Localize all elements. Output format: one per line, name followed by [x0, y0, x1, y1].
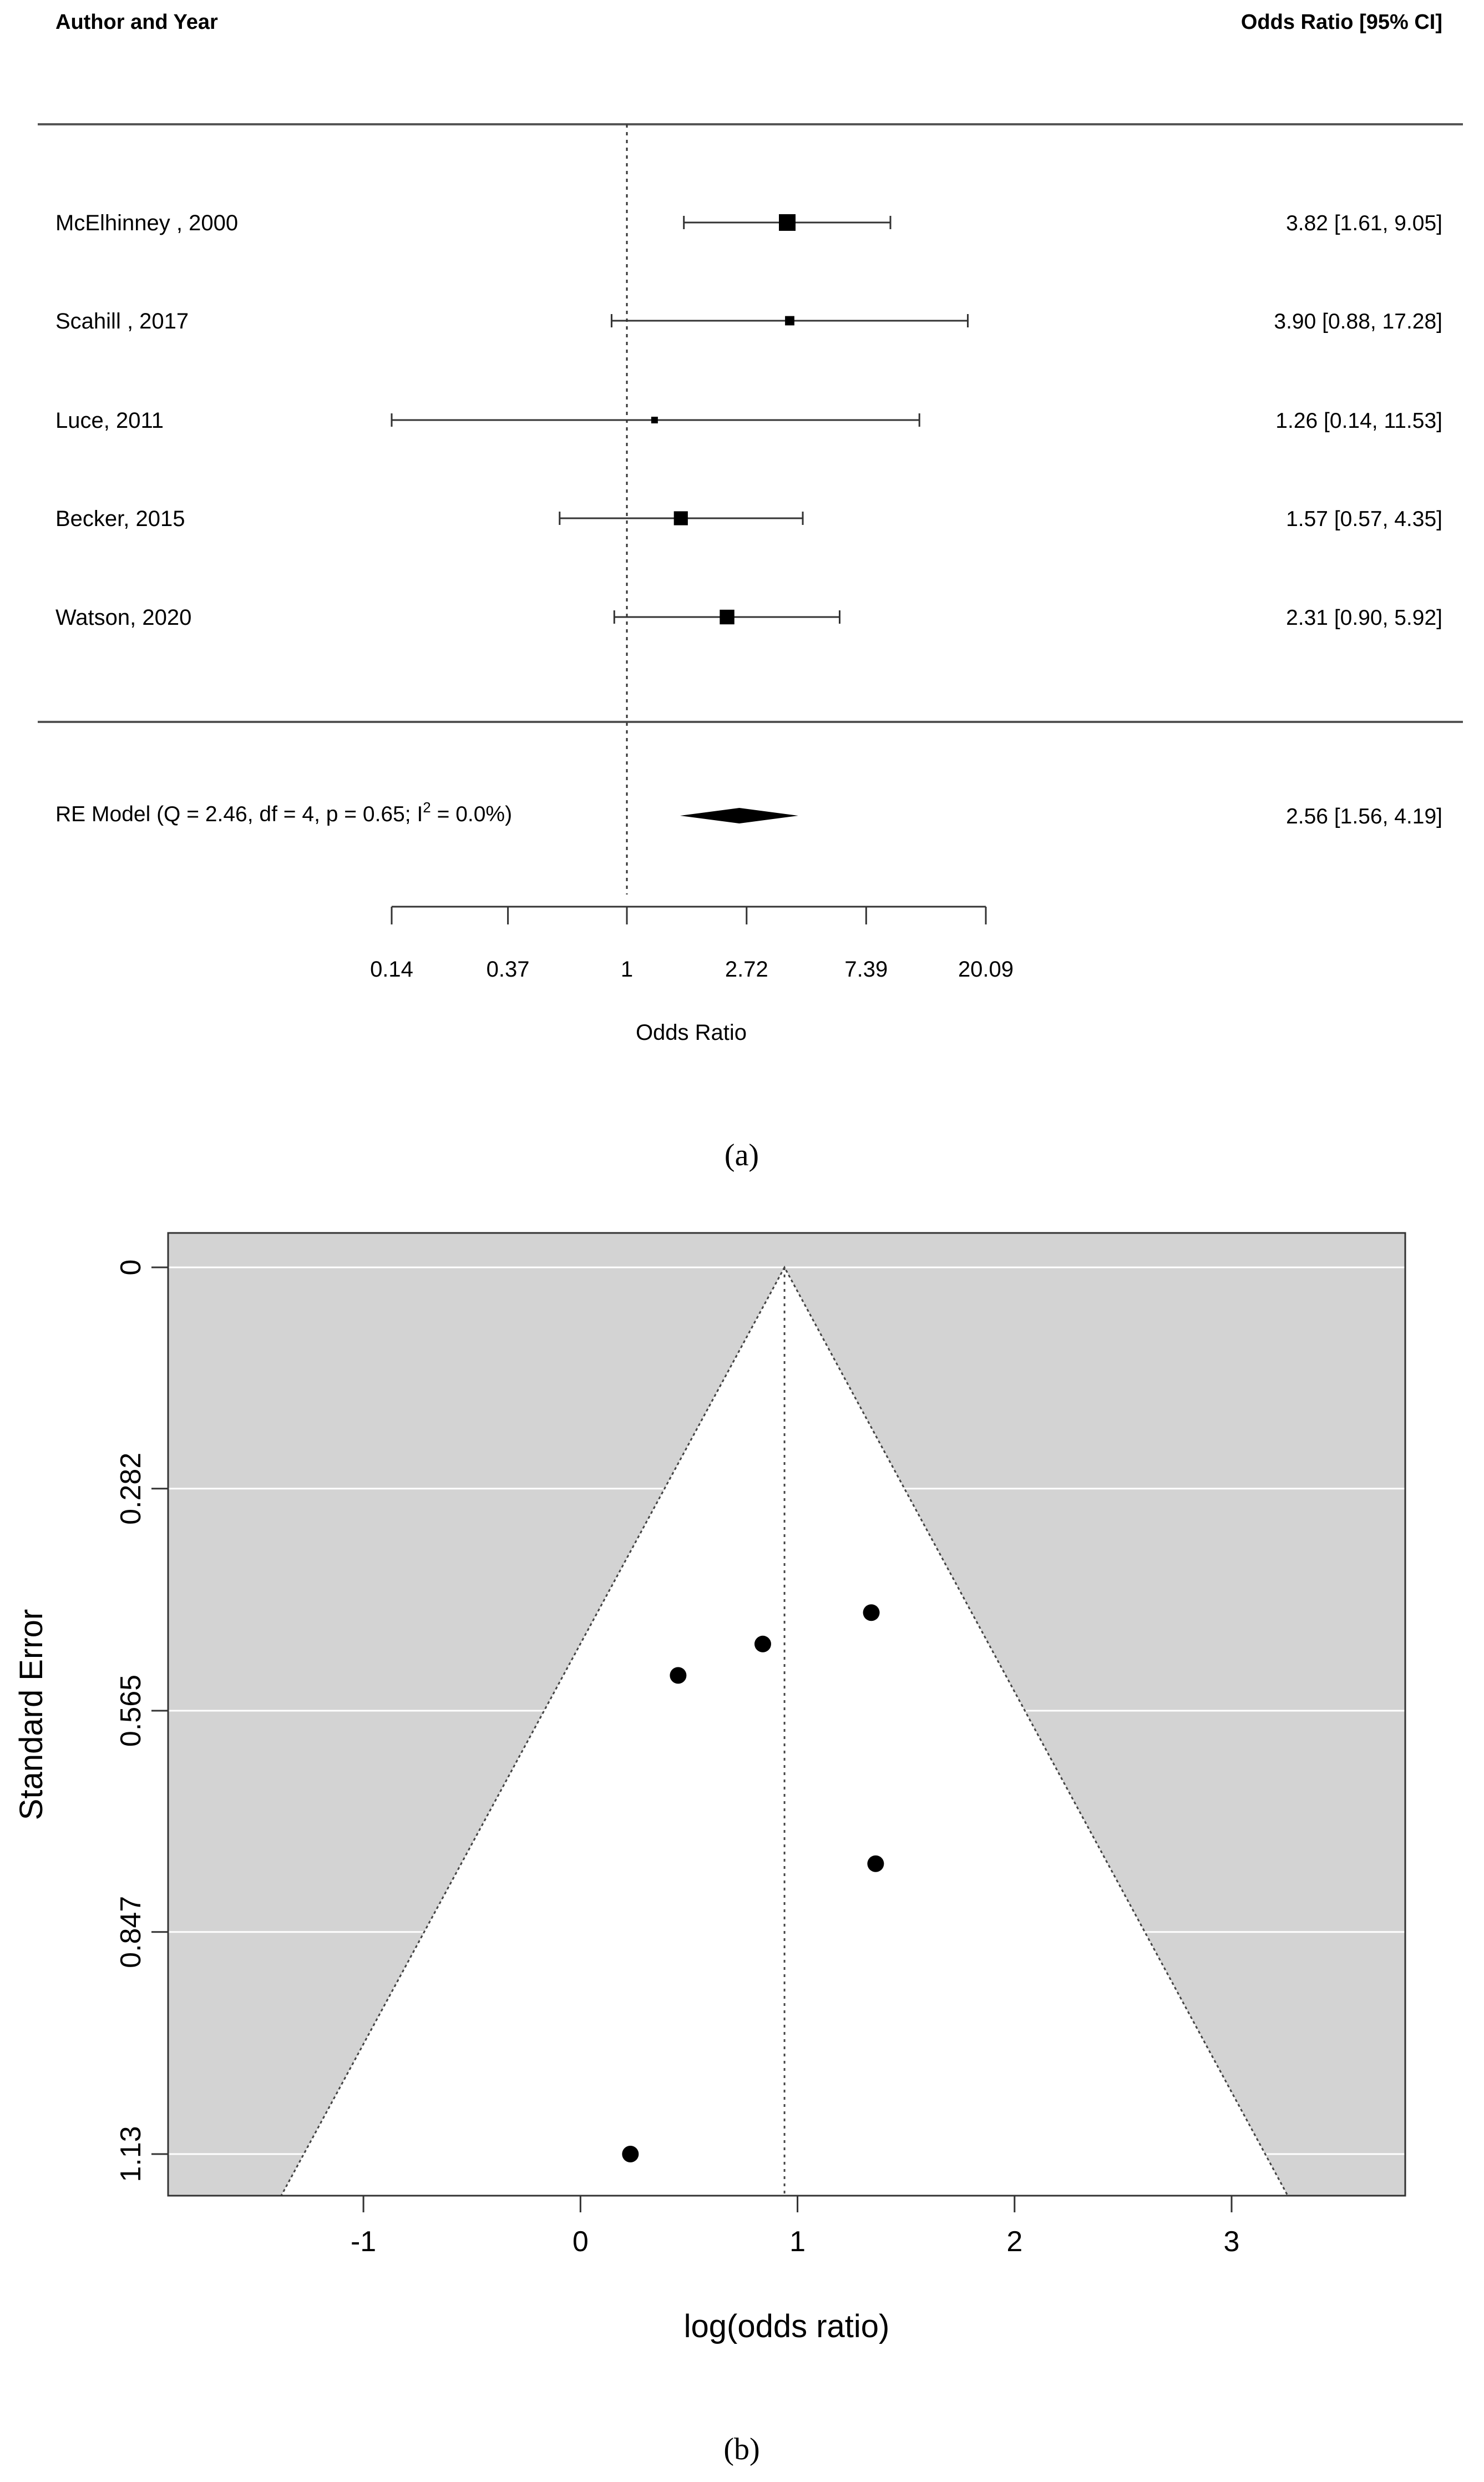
panel-b-label: (b): [723, 2432, 759, 2466]
axis-tick-label: 1.13: [115, 2126, 147, 2182]
study-row: Luce, 2011 1.26 [0.14, 11.53]: [55, 408, 1442, 433]
study-row: Watson, 2020 2.31 [0.90, 5.92]: [55, 605, 1442, 630]
forest-x-axis: 0.14 0.37 1 2.72 7.39 20.09: [370, 906, 1014, 982]
axis-tick-label: 7.39: [844, 957, 888, 982]
forest-plot: Author and Year Odds Ratio [95% CI] McEl…: [38, 11, 1463, 1045]
funnel-x-axis-label: log(odds ratio): [684, 2308, 890, 2344]
axis-tick-label: 0.282: [115, 1453, 147, 1525]
summary-row: RE Model (Q = 2.46, df = 4, p = 0.65; I2…: [55, 799, 1442, 828]
axis-tick-label: 0.565: [115, 1675, 147, 1747]
forest-header-right: Odds Ratio [95% CI]: [1241, 11, 1442, 34]
axis-tick-label: 2.72: [725, 957, 768, 982]
study-ci-text: 1.26 [0.14, 11.53]: [1275, 409, 1442, 433]
axis-tick-label: 3: [1224, 2226, 1240, 2258]
point-estimate-square: [785, 316, 794, 326]
study-row: Scahill , 2017 3.90 [0.88, 17.28]: [55, 309, 1442, 333]
funnel-plot: -1 0 1 2 3 0 0.282 0.565 0.847 1.13 log(odds rat…: [13, 1232, 1406, 2344]
study-ci-text: 3.82 [1.61, 9.05]: [1286, 211, 1442, 235]
axis-tick-label: 1: [789, 2226, 806, 2258]
study-ci-text: 1.57 [0.57, 4.35]: [1286, 507, 1442, 531]
axis-tick-label: 0: [573, 2226, 589, 2258]
axis-tick-label: 0.14: [370, 957, 413, 982]
forest-header-left: Author and Year: [55, 11, 218, 34]
study-row: Becker, 2015 1.57 [0.57, 4.35]: [55, 507, 1442, 531]
axis-tick-label: 20.09: [958, 957, 1014, 982]
study-label: Luce, 2011: [55, 408, 164, 433]
study-ci-text: 3.90 [0.88, 17.28]: [1274, 310, 1442, 333]
study-row: McElhinney , 2000 3.82 [1.61, 9.05]: [55, 211, 1442, 235]
funnel-y-axis-label: Standard Error: [13, 1609, 49, 1820]
panel-a-label: (a): [725, 1138, 759, 1172]
funnel-y-axis: 0 0.282 0.565 0.847 1.13: [115, 1260, 168, 2182]
study-label: Becker, 2015: [55, 507, 185, 531]
summary-diamond: [680, 808, 798, 823]
point-estimate-square: [779, 214, 796, 231]
study-label: Scahill , 2017: [55, 309, 189, 333]
axis-tick-label: 0.37: [487, 957, 530, 982]
study-point: [670, 1667, 687, 1684]
point-estimate-square: [720, 609, 735, 625]
axis-tick-label: 0.847: [115, 1896, 147, 1968]
summary-label: RE Model (Q = 2.46, df = 4, p = 0.65; I2…: [55, 799, 512, 826]
study-ci-text: 2.31 [0.90, 5.92]: [1286, 606, 1442, 630]
study-point: [863, 1604, 880, 1621]
point-estimate-square: [673, 511, 688, 525]
axis-tick-label: -1: [351, 2226, 376, 2258]
axis-tick-label: 1: [621, 957, 633, 982]
point-estimate-square: [651, 417, 658, 423]
summary-ci-text: 2.56 [1.56, 4.19]: [1286, 805, 1442, 828]
study-point: [867, 1855, 884, 1872]
study-point: [622, 2146, 639, 2162]
study-label: Watson, 2020: [55, 605, 191, 630]
study-point: [754, 1635, 771, 1652]
forest-x-axis-label: Odds Ratio: [636, 1020, 747, 1045]
study-label: McElhinney , 2000: [55, 211, 238, 235]
axis-tick-label: 0: [115, 1260, 147, 1276]
funnel-x-axis: -1 0 1 2 3: [351, 2195, 1240, 2258]
axis-tick-label: 2: [1006, 2226, 1022, 2258]
